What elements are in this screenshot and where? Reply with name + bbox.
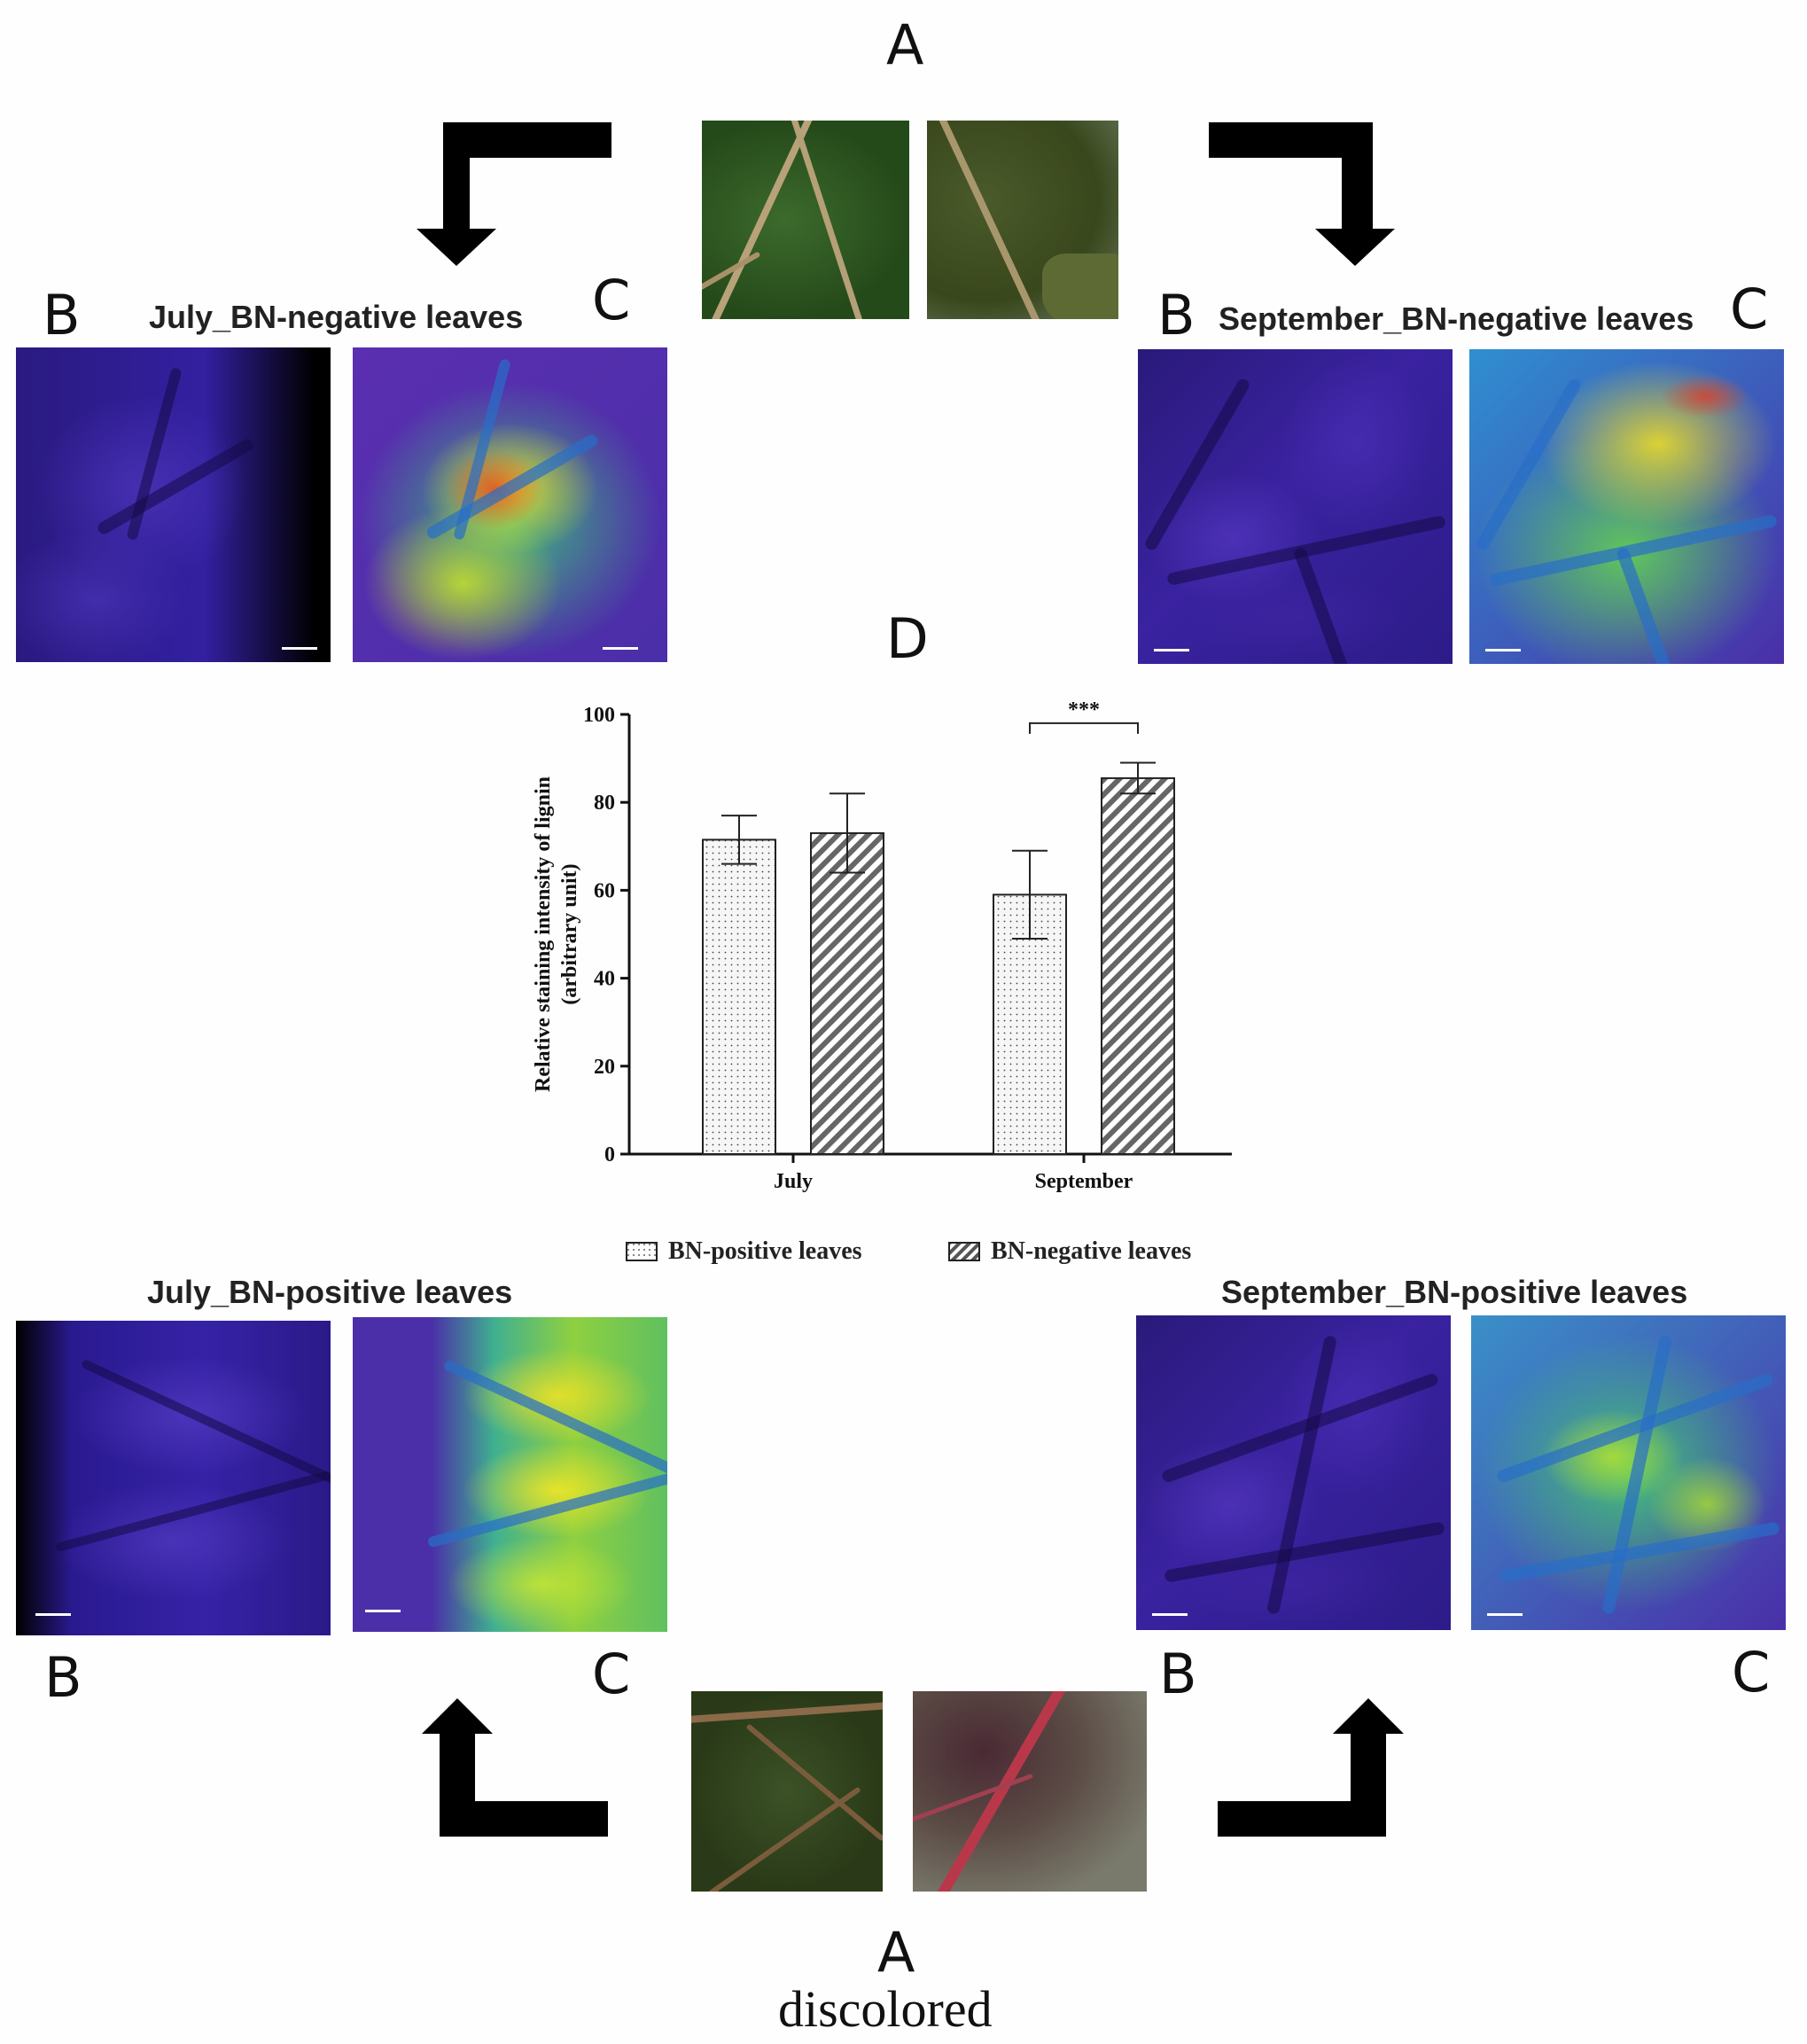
y-tick-label: 60	[594, 879, 615, 902]
micro-image-b-sept-neg	[1138, 349, 1453, 664]
label-b-july-pos: B	[44, 1645, 82, 1710]
legend-label-positive: BN-positive leaves	[668, 1237, 862, 1265]
y-tick-label: 0	[604, 1143, 615, 1166]
leaf-photo-bottom-left	[691, 1691, 883, 1892]
label-b-july-neg: B	[43, 283, 81, 347]
label-c-july-neg: C	[592, 268, 631, 332]
micro-image-b-july-neg	[16, 347, 331, 662]
significance-bracket	[1029, 722, 1139, 734]
micro-image-c-july-pos	[353, 1317, 667, 1632]
label-b-sept-pos: B	[1159, 1642, 1197, 1706]
micro-image-b-july-pos	[16, 1321, 331, 1635]
bar	[1101, 776, 1175, 1155]
leaf-photo-top-right	[927, 121, 1118, 319]
arrow-up-right-icon	[1218, 1698, 1404, 1837]
bottom-caption: discolored	[778, 1980, 993, 2038]
label-c-sept-pos: C	[1732, 1640, 1771, 1705]
arrow-down-left-icon	[417, 122, 611, 266]
label-d: D	[886, 606, 929, 671]
bar	[810, 831, 884, 1155]
micro-image-c-july-neg	[353, 347, 667, 662]
panel-title-july-pos: July_BN-positive leaves	[147, 1274, 513, 1310]
label-a-top: A	[886, 12, 924, 77]
x-tick-label: September	[1035, 1170, 1133, 1193]
y-tick-label: 100	[583, 704, 615, 727]
arrow-up-left-icon	[422, 1698, 608, 1837]
legend-item-positive: BN-positive leaves	[626, 1237, 862, 1266]
micro-image-c-sept-pos	[1471, 1315, 1786, 1630]
bar-chart: 0 20 40 60 80 100 Relative staining intensity …	[505, 683, 1258, 1285]
label-a-bottom: A	[877, 1920, 915, 1985]
legend-swatch-dots	[626, 1242, 658, 1261]
label-c-july-pos: C	[592, 1642, 631, 1706]
legend-label-negative: BN-negative leaves	[991, 1237, 1192, 1265]
legend-item-negative: BN-negative leaves	[948, 1237, 1191, 1266]
label-b-sept-neg: B	[1157, 283, 1196, 347]
significance-label: ***	[1068, 698, 1100, 722]
x-tick-label: July	[774, 1170, 813, 1193]
micro-image-c-sept-neg	[1469, 349, 1784, 664]
panel-title-sept-neg: September_BN-negative leaves	[1219, 300, 1694, 337]
y-axis-title: Relative staining intensity of lignin	[532, 776, 555, 1092]
micro-image-b-sept-pos	[1136, 1315, 1451, 1630]
bar	[702, 839, 776, 1156]
leaf-photo-bottom-right	[913, 1691, 1147, 1892]
label-c-sept-neg: C	[1730, 277, 1769, 341]
legend-swatch-hatch	[948, 1242, 980, 1261]
arrow-down-right-icon	[1209, 122, 1395, 266]
y-tick-label: 20	[594, 1056, 615, 1079]
panel-title-july-neg: July_BN-negative leaves	[149, 299, 524, 335]
leaf-photo-top-left	[702, 121, 909, 319]
y-axis-subtitle: (arbitrary unit)	[558, 863, 581, 1004]
panel-title-sept-pos: September_BN-positive leaves	[1221, 1274, 1688, 1310]
chart-svg: 0 20 40 60 80 100 Relative staining intensity …	[532, 698, 1232, 1193]
y-tick-label: 80	[594, 792, 615, 815]
y-tick-label: 40	[594, 968, 615, 991]
